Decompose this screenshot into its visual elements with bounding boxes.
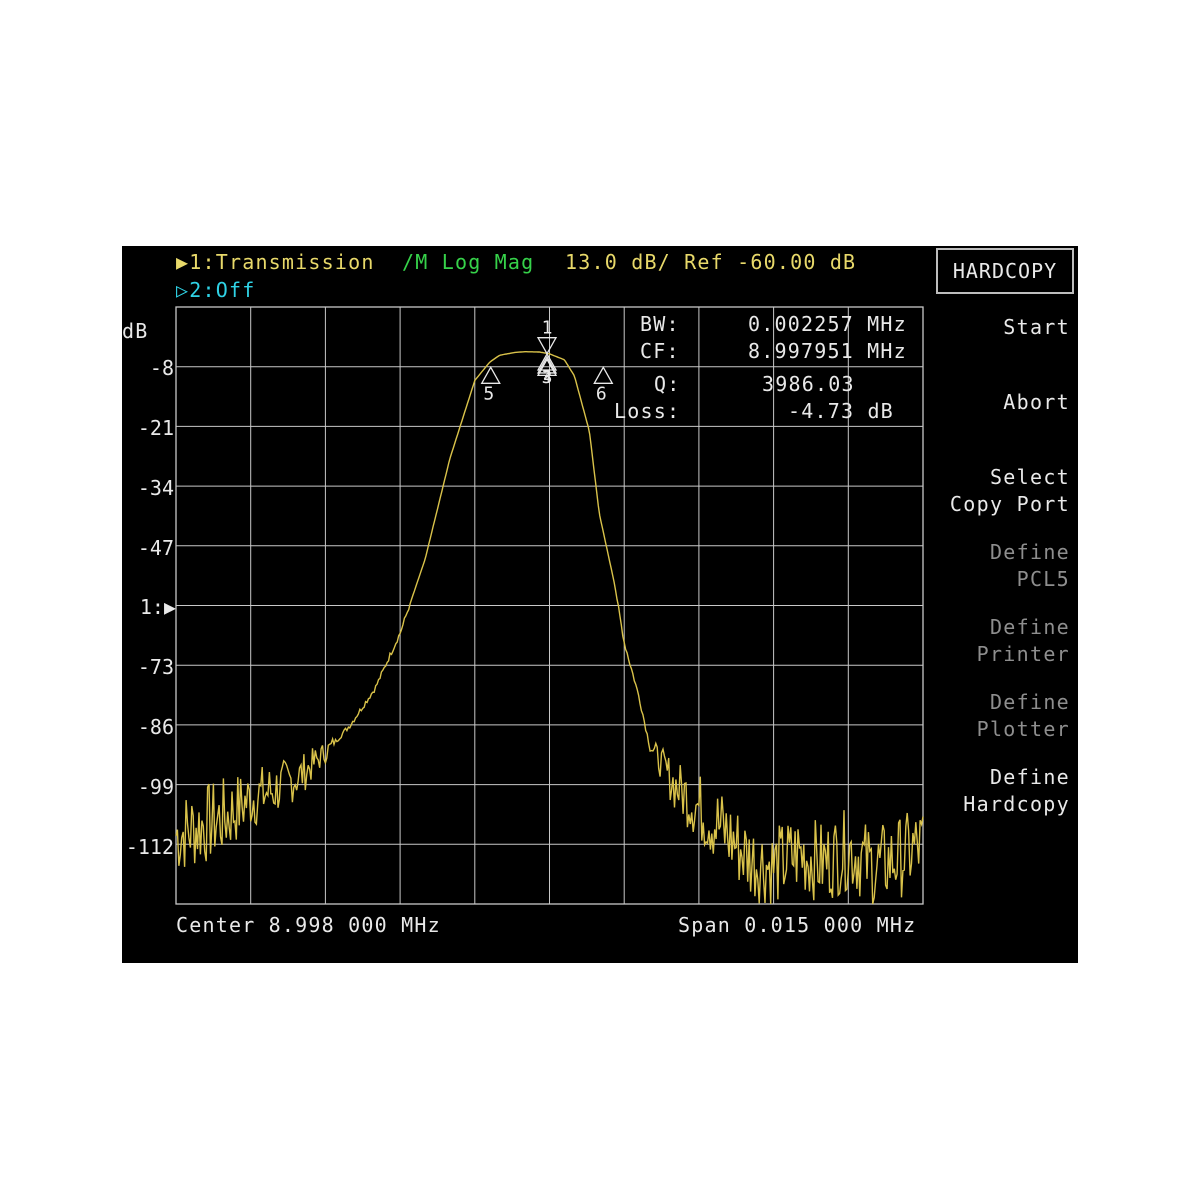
- marker-1[interactable]: 1: [536, 318, 558, 356]
- q-label: Q:: [654, 372, 681, 396]
- define-pcl5-softkey[interactable]: Define PCL5: [989, 540, 1070, 591]
- marker-5[interactable]: 5: [480, 365, 501, 404]
- q-value: 3986.03: [762, 372, 855, 396]
- y-tick-label: -86: [137, 715, 174, 739]
- select-copy-port-softkey[interactable]: Select Copy Port: [949, 465, 1070, 516]
- y-tick-label: -99: [137, 775, 174, 799]
- analyzer-screen: ▶1:Transmission /M Log Mag 13.0 dB/ Ref …: [122, 246, 1078, 963]
- marker-4[interactable]: 4: [536, 358, 558, 384]
- y-tick-label: -73: [137, 655, 174, 679]
- reference-marker-label: 1:▶: [139, 595, 176, 619]
- cf-label: CF:: [640, 339, 680, 363]
- bw-label: BW:: [640, 312, 680, 336]
- y-tick-label: -8: [149, 356, 174, 380]
- trace2-label[interactable]: ▷2:Off: [176, 278, 256, 302]
- marker-label: 5: [483, 383, 494, 404]
- marker-6[interactable]: 6: [593, 365, 614, 404]
- menu-title-hardcopy: HARDCOPY: [936, 248, 1074, 294]
- bw-value: 0.002257 MHz: [748, 312, 907, 336]
- marker-3[interactable]: 3: [536, 355, 558, 388]
- trace1-format: /M Log Mag: [402, 250, 535, 274]
- y-axis-unit: dB: [122, 319, 149, 343]
- cf-value: 8.997951 MHz: [748, 339, 907, 363]
- marker-label: 3: [542, 367, 553, 388]
- define-hardcopy-softkey[interactable]: Define Hardcopy: [963, 765, 1070, 816]
- y-tick-label: -112: [125, 835, 174, 859]
- y-tick-label: -34: [137, 476, 174, 500]
- center-frequency: Center 8.998 000 MHz: [176, 913, 441, 937]
- define-printer-softkey[interactable]: Define Printer: [976, 615, 1070, 666]
- abort-softkey[interactable]: Abort: [1003, 390, 1070, 414]
- trace1-scale: 13.0 dB/ Ref -60.00 dB: [565, 250, 857, 274]
- loss-value: -4.73 dB: [788, 399, 894, 423]
- plot-grid: [175, 306, 924, 905]
- span-frequency: Span 0.015 000 MHz: [678, 913, 917, 937]
- marker-label: 4: [543, 370, 550, 384]
- marker-label: 6: [596, 383, 607, 404]
- loss-label: Loss:: [614, 399, 681, 423]
- marker-label: 1: [542, 318, 553, 339]
- y-tick-label: -21: [137, 416, 174, 440]
- transmission-trace: [175, 350, 924, 905]
- define-plotter-softkey[interactable]: Define Plotter: [976, 690, 1070, 741]
- trace1-label[interactable]: ▶1:Transmission: [176, 250, 375, 274]
- y-tick-label: -47: [137, 536, 174, 560]
- start-softkey[interactable]: Start: [1003, 315, 1070, 339]
